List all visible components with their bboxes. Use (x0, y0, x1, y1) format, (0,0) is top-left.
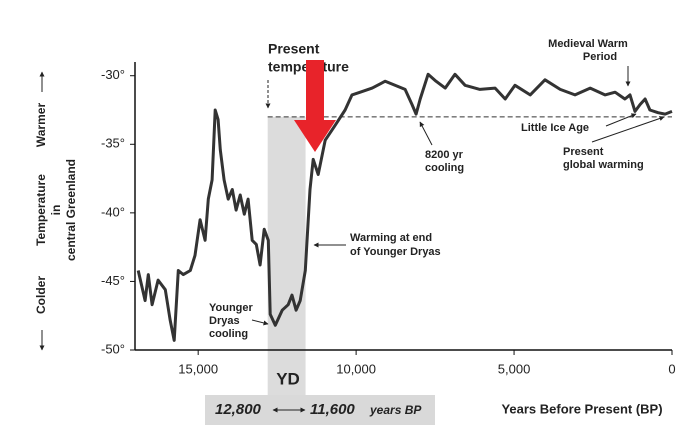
pointer (419, 121, 433, 146)
y-label: central Greenland (64, 159, 78, 261)
annotation: Present (563, 146, 604, 158)
y-tick-label: -40° (101, 204, 125, 219)
band-unit: years BP (369, 403, 422, 417)
pointer (591, 116, 665, 143)
y-tick-label: -35° (101, 136, 125, 151)
pointer (605, 113, 637, 127)
y-tick-label: -50° (101, 341, 125, 356)
y-label: in (49, 205, 63, 216)
annotation: Warming at end (350, 232, 432, 244)
y-tick-label: -30° (101, 67, 125, 82)
band-from: 12,800 (215, 401, 262, 418)
annotation: cooling (209, 328, 248, 340)
annotation: Little Ice Age (521, 122, 589, 134)
band-to: 11,600 (310, 401, 355, 418)
red-arrow (294, 60, 336, 152)
annotation: Medieval Warm (548, 38, 628, 50)
annotation: Younger (209, 302, 254, 314)
x-label: Years Before Present (BP) (501, 401, 662, 416)
data-line (136, 72, 673, 342)
x-tick-label: 10,000 (336, 361, 376, 376)
annotation: global warming (563, 159, 644, 171)
annotation: Period (583, 51, 617, 63)
annotation: 8200 yr (425, 149, 464, 161)
annotation: Dryas (209, 315, 240, 327)
band (267, 116, 306, 395)
band-range-box (205, 395, 435, 425)
x-tick-label: 5,000 (498, 361, 531, 376)
y-warm: Warmer (34, 103, 48, 148)
x-tick-label: 15,000 (178, 361, 218, 376)
annotation: cooling (425, 162, 464, 174)
ref-label: Present (268, 41, 320, 57)
y-label: Temperature (34, 174, 48, 246)
y-cold: Colder (34, 276, 48, 314)
y-tick-label: -45° (101, 273, 125, 288)
annotation: of Younger Dryas (350, 246, 441, 258)
band-label: YD (276, 369, 300, 388)
x-tick-label: 0 (668, 361, 675, 376)
pointer (251, 319, 269, 326)
